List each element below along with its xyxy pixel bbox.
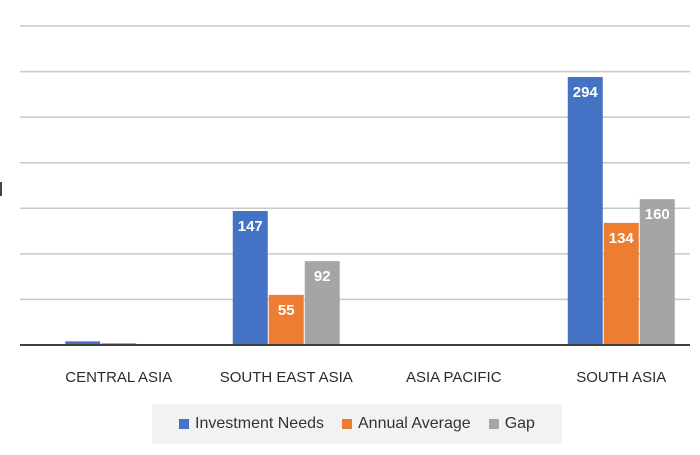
data-label: 294 bbox=[573, 84, 599, 101]
legend-label-investment-needs: Investment Needs bbox=[195, 415, 324, 432]
data-label: 160 bbox=[645, 206, 670, 223]
category-label: SOUTH EAST ASIA bbox=[220, 369, 353, 386]
bar-annual-average bbox=[603, 222, 639, 345]
legend-label-annual-average: Annual Average bbox=[358, 415, 471, 432]
legend-item-annual-average: Annual Average bbox=[342, 415, 471, 433]
bar-gap bbox=[304, 261, 340, 345]
legend-label-gap: Gap bbox=[504, 415, 535, 432]
chart-legend: Investment Needs Annual Average Gap bbox=[152, 404, 562, 444]
legend-swatch-annual-average bbox=[342, 419, 352, 429]
legend-item-investment-needs: Investment Needs bbox=[179, 415, 324, 433]
bar-chart: CENTRAL ASIA 147 55 92 SOUTH EAST ASIA ASIA P… bbox=[20, 25, 690, 386]
legend-item-gap: Gap bbox=[488, 415, 535, 433]
data-label: 134 bbox=[609, 230, 635, 247]
data-label: 147 bbox=[238, 218, 263, 235]
category-label: SOUTH ASIA bbox=[576, 369, 666, 386]
legend-swatch-gap bbox=[488, 419, 499, 429]
bar-investment-needs bbox=[567, 77, 603, 345]
axis-edge-mark bbox=[0, 182, 2, 196]
data-label: 92 bbox=[314, 268, 331, 285]
bar-investment-needs bbox=[232, 211, 268, 345]
legend-swatch-investment-needs bbox=[179, 419, 190, 429]
bar-investment-needs bbox=[65, 341, 101, 345]
bar-annual-average bbox=[268, 294, 304, 345]
data-label: 55 bbox=[278, 302, 295, 319]
bar-gap bbox=[639, 199, 675, 345]
category-label: ASIA PACIFIC bbox=[406, 369, 502, 386]
category-label: CENTRAL ASIA bbox=[65, 369, 172, 386]
